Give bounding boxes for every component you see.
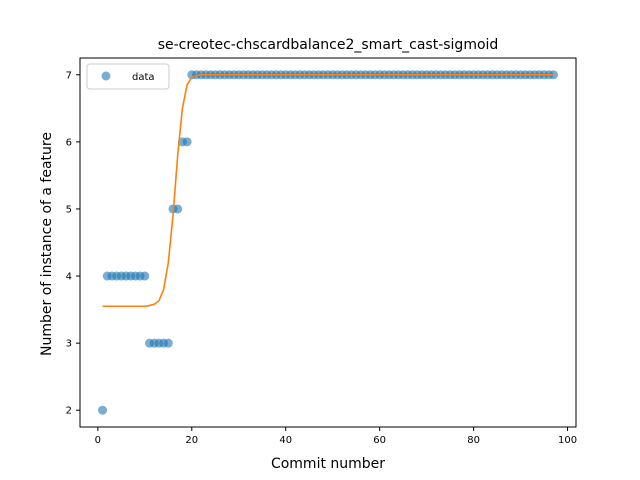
data-point (98, 405, 108, 415)
data-point (163, 338, 173, 348)
plot-area (98, 70, 558, 415)
x-tick-label: 60 (373, 435, 386, 446)
y-tick-label: 3 (66, 339, 72, 350)
data-point (173, 204, 183, 214)
x-tick-label: 0 (95, 435, 101, 446)
y-tick-label: 5 (66, 204, 72, 215)
legend: data (86, 63, 170, 90)
x-tick-label: 100 (558, 435, 577, 446)
data-point (548, 70, 558, 80)
legend-frame (86, 63, 170, 90)
axes-frame (79, 57, 577, 428)
x-tick-label: 20 (185, 435, 198, 446)
x-tick-label: 40 (279, 435, 292, 446)
x-tick-label: 80 (467, 435, 480, 446)
data-point (140, 271, 150, 281)
y-tick-label: 2 (66, 406, 72, 417)
y-tick-label: 4 (66, 272, 72, 283)
legend-label-data: data (132, 72, 155, 83)
y-axis-label: Number of instance of a feature (39, 132, 55, 356)
chart-title: se-creotec-chscardbalance2_smart_cast-si… (158, 37, 499, 53)
legend-marker-data (101, 71, 111, 81)
y-tick-label: 6 (66, 137, 72, 148)
data-point (182, 137, 192, 147)
x-axis-label: Commit number (271, 456, 385, 472)
y-tick-label: 7 (66, 70, 72, 81)
axes: 0 20 40 60 80 100 2 3 4 5 6 7 (66, 57, 577, 446)
fit-line (102, 73, 554, 308)
